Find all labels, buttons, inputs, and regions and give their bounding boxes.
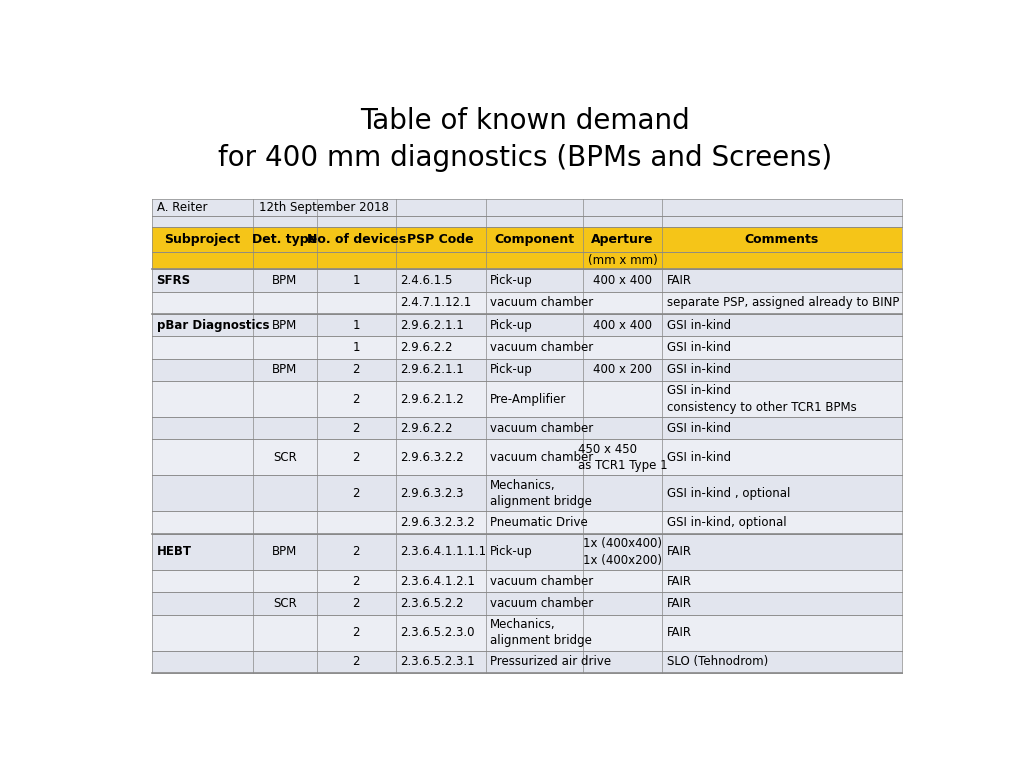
Text: 2: 2 <box>352 392 359 406</box>
Bar <box>152 314 902 336</box>
Text: 1x (400x400)
1x (400x200): 1x (400x400) 1x (400x200) <box>583 537 662 567</box>
Bar <box>152 614 902 650</box>
Text: GSI in-kind: GSI in-kind <box>667 422 731 435</box>
Text: 400 x 400: 400 x 400 <box>593 274 652 287</box>
Text: FAIR: FAIR <box>667 597 691 610</box>
Text: 400 x 400: 400 x 400 <box>593 319 652 332</box>
Bar <box>152 592 902 614</box>
Text: Pneumatic Drive: Pneumatic Drive <box>490 516 588 529</box>
Text: 2.4.7.1.12.1: 2.4.7.1.12.1 <box>400 296 472 310</box>
Bar <box>152 252 902 270</box>
Text: 2: 2 <box>352 422 359 435</box>
Text: GSI in-kind , optional: GSI in-kind , optional <box>667 487 790 500</box>
Text: BPM: BPM <box>272 363 298 376</box>
Text: (mm x mm): (mm x mm) <box>588 254 657 267</box>
Text: 2: 2 <box>352 655 359 668</box>
Bar <box>152 359 902 381</box>
Text: SFRS: SFRS <box>157 274 190 287</box>
Text: 2.9.6.2.2: 2.9.6.2.2 <box>400 422 453 435</box>
Text: 2: 2 <box>352 363 359 376</box>
Text: 2: 2 <box>352 574 359 588</box>
Text: A. Reiter: A. Reiter <box>158 200 208 214</box>
Bar <box>152 199 902 216</box>
Text: vacuum chamber: vacuum chamber <box>490 451 594 464</box>
Text: 2: 2 <box>352 487 359 500</box>
Text: FAIR: FAIR <box>667 545 691 558</box>
Bar <box>152 227 902 252</box>
Text: GSI in-kind: GSI in-kind <box>667 341 731 354</box>
Text: Pick-up: Pick-up <box>490 319 534 332</box>
Text: GSI in-kind: GSI in-kind <box>667 319 731 332</box>
Text: vacuum chamber: vacuum chamber <box>490 597 594 610</box>
Text: 2.3.6.4.1.2.1: 2.3.6.4.1.2.1 <box>400 574 475 588</box>
Text: 2: 2 <box>352 626 359 639</box>
Text: 2.9.6.3.2.2: 2.9.6.3.2.2 <box>400 451 464 464</box>
Text: Comments: Comments <box>744 233 819 246</box>
Text: 2.3.6.5.2.2: 2.3.6.5.2.2 <box>400 597 464 610</box>
Text: 2.9.6.2.1.2: 2.9.6.2.1.2 <box>400 392 464 406</box>
Bar <box>152 534 902 570</box>
Text: GSI in-kind, optional: GSI in-kind, optional <box>667 516 786 529</box>
Text: Subproject: Subproject <box>165 233 241 246</box>
Text: vacuum chamber: vacuum chamber <box>490 341 594 354</box>
Text: Pressurized air drive: Pressurized air drive <box>490 655 611 668</box>
Text: 400 x 200: 400 x 200 <box>593 363 652 376</box>
Bar <box>152 570 902 592</box>
Text: 2: 2 <box>352 597 359 610</box>
Text: separate PSP, assigned already to BINP: separate PSP, assigned already to BINP <box>667 296 899 310</box>
Bar <box>152 475 902 511</box>
Text: Aperture: Aperture <box>591 233 653 246</box>
Text: PSP Code: PSP Code <box>408 233 474 246</box>
Bar <box>152 292 902 314</box>
Text: SLO (Tehnodrom): SLO (Tehnodrom) <box>667 655 768 668</box>
Bar <box>152 439 902 475</box>
Text: FAIR: FAIR <box>667 274 691 287</box>
Text: BPM: BPM <box>272 545 298 558</box>
Text: 2.9.6.2.1.1: 2.9.6.2.1.1 <box>400 319 464 332</box>
Text: GSI in-kind
consistency to other TCR1 BPMs: GSI in-kind consistency to other TCR1 BP… <box>667 384 856 414</box>
Text: 2.9.6.3.2.3.2: 2.9.6.3.2.3.2 <box>400 516 475 529</box>
Text: Pick-up: Pick-up <box>490 274 534 287</box>
Text: Component: Component <box>495 233 574 246</box>
Bar <box>152 336 902 359</box>
Bar <box>152 270 902 292</box>
Text: 2.3.6.5.2.3.0: 2.3.6.5.2.3.0 <box>400 626 475 639</box>
Text: BPM: BPM <box>272 319 298 332</box>
Text: HEBT: HEBT <box>157 545 191 558</box>
Text: SCR: SCR <box>273 597 297 610</box>
Text: No. of devices: No. of devices <box>306 233 406 246</box>
Text: Pre-Amplifier: Pre-Amplifier <box>490 392 566 406</box>
Text: 1: 1 <box>352 341 359 354</box>
Text: SCR: SCR <box>273 451 297 464</box>
Text: Pick-up: Pick-up <box>490 363 534 376</box>
Text: 2.9.6.2.1.1: 2.9.6.2.1.1 <box>400 363 464 376</box>
Text: 12th September 2018: 12th September 2018 <box>259 200 388 214</box>
Text: 2.9.6.3.2.3: 2.9.6.3.2.3 <box>400 487 464 500</box>
Bar <box>152 511 902 534</box>
Text: FAIR: FAIR <box>667 626 691 639</box>
Text: 2.4.6.1.5: 2.4.6.1.5 <box>400 274 453 287</box>
Text: 2: 2 <box>352 451 359 464</box>
Text: 1: 1 <box>352 274 359 287</box>
Text: FAIR: FAIR <box>667 574 691 588</box>
Text: 2.9.6.2.2: 2.9.6.2.2 <box>400 341 453 354</box>
Text: Table of known demand
for 400 mm diagnostics (BPMs and Screens): Table of known demand for 400 mm diagnos… <box>218 107 831 172</box>
Text: Pick-up: Pick-up <box>490 545 534 558</box>
Text: Det. type: Det. type <box>252 233 317 246</box>
Text: 450 x 450
as TCR1 Type 1: 450 x 450 as TCR1 Type 1 <box>578 442 668 472</box>
Bar <box>152 216 902 227</box>
Text: pBar Diagnostics: pBar Diagnostics <box>157 319 269 332</box>
Text: 2.3.6.5.2.3.1: 2.3.6.5.2.3.1 <box>400 655 475 668</box>
Text: vacuum chamber: vacuum chamber <box>490 574 594 588</box>
Text: GSI in-kind: GSI in-kind <box>667 363 731 376</box>
Text: 1: 1 <box>352 319 359 332</box>
Text: Mechanics,
alignment bridge: Mechanics, alignment bridge <box>490 617 592 647</box>
Text: vacuum chamber: vacuum chamber <box>490 296 594 310</box>
Bar <box>152 650 902 673</box>
Text: Mechanics,
alignment bridge: Mechanics, alignment bridge <box>490 478 592 508</box>
Text: GSI in-kind: GSI in-kind <box>667 451 731 464</box>
Bar <box>152 381 902 417</box>
Text: BPM: BPM <box>272 274 298 287</box>
Text: 2.3.6.4.1.1.1.1: 2.3.6.4.1.1.1.1 <box>400 545 486 558</box>
Text: 2: 2 <box>352 545 359 558</box>
